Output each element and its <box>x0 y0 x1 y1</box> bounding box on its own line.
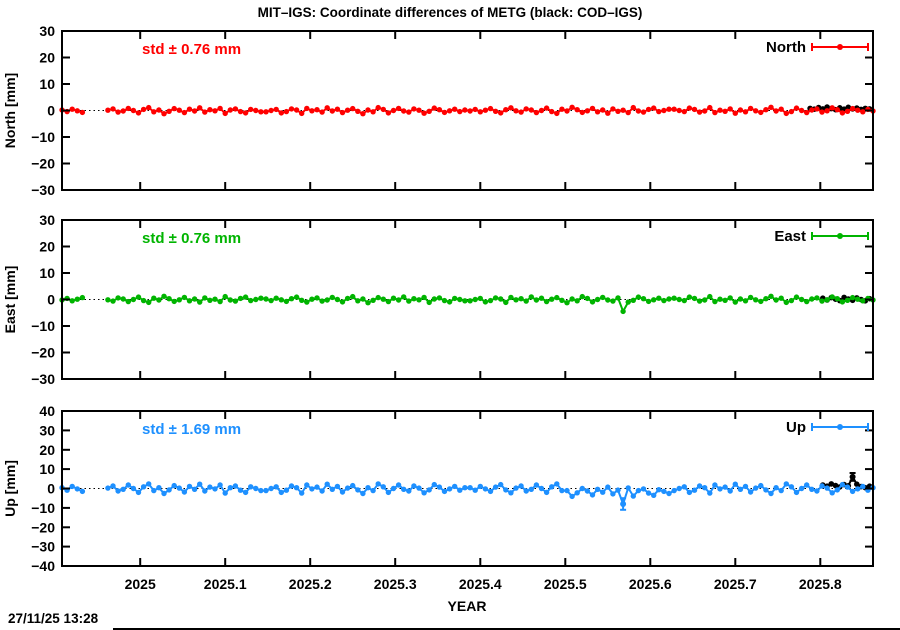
y-tick-label: 30 <box>39 422 55 438</box>
y-tick-label: 30 <box>39 212 55 228</box>
east-std-label: std ± 0.76 mm <box>142 230 241 247</box>
y-tick-label: −20 <box>31 519 55 535</box>
x-tick-label: 2025.5 <box>544 576 587 592</box>
y-tick-label: −10 <box>31 500 55 516</box>
panel-north: 30 20 10 0 −10 −20 −30 North [mm] std ± 0.76 mm N… <box>2 23 876 198</box>
legend-label: North <box>766 39 806 56</box>
x-tick-label: 2025.2 <box>289 576 332 592</box>
y-tick-label: −40 <box>31 558 55 574</box>
chart-title: MIT–IGS: Coordinate differences of METG … <box>257 5 643 20</box>
x-tick-label: 2025.6 <box>629 576 672 592</box>
y-tick-label: 10 <box>39 265 55 281</box>
errorbar-point <box>620 497 627 511</box>
y-tick-label: −10 <box>31 318 55 334</box>
y-tick-label: −30 <box>31 182 55 198</box>
east-axis-label: East [mm] <box>2 266 18 334</box>
y-tick-label: 10 <box>39 76 55 92</box>
x-tick-label: 2025.3 <box>374 576 417 592</box>
y-tick-label: 10 <box>39 461 55 477</box>
y-tick-label: 0 <box>47 292 55 308</box>
legend-north: North <box>766 39 869 56</box>
panel-up: 40 30 20 10 0 −10 −20 −30 −40 Up [mm] std ± 1.69 m… <box>2 403 876 574</box>
north-axis-label: North [mm] <box>2 73 18 148</box>
bottom-divider-line <box>113 628 900 630</box>
errorbar-point <box>849 472 856 482</box>
east-series <box>59 293 876 315</box>
y-tick-label: 0 <box>47 481 55 497</box>
y-tick-label: 20 <box>39 50 55 66</box>
legend-label: East <box>774 228 806 245</box>
y-tick-label: 30 <box>39 23 55 39</box>
north-series <box>59 104 876 117</box>
y-tick-label: 0 <box>47 103 55 119</box>
north-std-label: std ± 0.76 mm <box>142 41 241 58</box>
y-tick-label: 40 <box>39 403 55 419</box>
y-tick-label: −30 <box>31 539 55 555</box>
legend-label: Up <box>786 419 806 436</box>
x-tick-label: 2025.8 <box>799 576 842 592</box>
up-axis-label: Up [mm] <box>2 460 18 517</box>
y-tick-label: 20 <box>39 239 55 255</box>
y-tick-label: −20 <box>31 345 55 361</box>
x-tick-label: 2025.7 <box>714 576 757 592</box>
up-series <box>59 481 876 508</box>
y-tick-label: −10 <box>31 129 55 145</box>
panel-east: 30 20 10 0 −10 −20 −30 East [mm] std ± 0.76 mm Ea… <box>2 212 876 387</box>
up-std-label: std ± 1.69 mm <box>142 421 241 438</box>
x-tick-label: 2025.4 <box>459 576 502 592</box>
legend-up: Up <box>786 419 869 436</box>
legend-east: East <box>774 228 869 245</box>
x-tick-label: 2025 <box>125 576 156 592</box>
y-tick-label: −20 <box>31 156 55 172</box>
plot-timestamp: 27/11/25 13:28 <box>8 611 99 626</box>
y-tick-label: 20 <box>39 442 55 458</box>
y-tick-label: −30 <box>31 371 55 387</box>
x-axis-label: YEAR <box>448 598 487 614</box>
x-tick-label: 2025.1 <box>204 576 247 592</box>
